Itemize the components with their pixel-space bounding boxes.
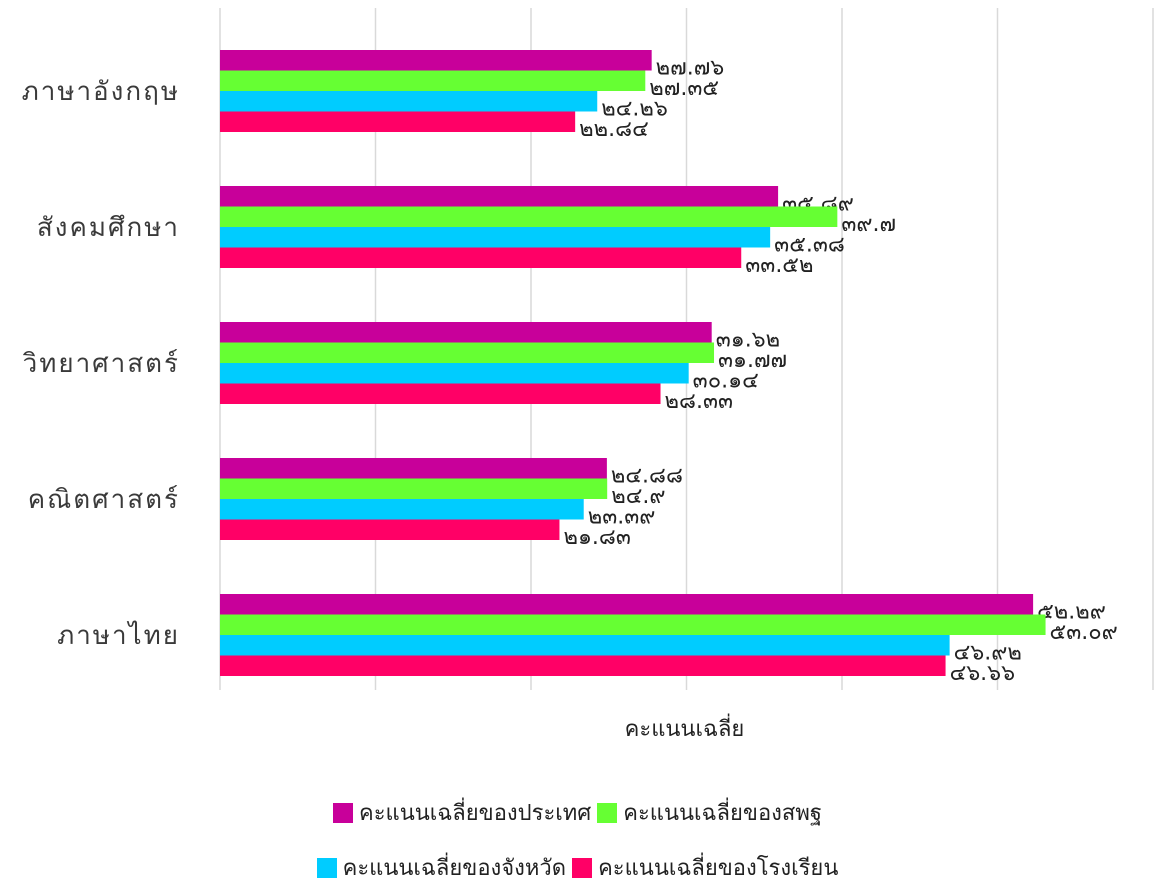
data-label: ๓๑.๗๗ (718, 348, 787, 373)
data-label: ๒๗.๗๖ (656, 56, 725, 81)
legend-row-1: คะแนนเฉลี่ยของประเทศ คะแนนเฉลี่ยของสพฐ (0, 795, 1155, 830)
data-label: ๒๘.๓๓ (665, 389, 734, 414)
bar (220, 383, 661, 404)
bar (220, 635, 950, 656)
legend-swatch-province (316, 857, 337, 878)
category-label: วิทยาศาสตร์ (22, 349, 180, 379)
legend-swatch-obec (597, 802, 618, 823)
bar (220, 322, 712, 343)
data-label: ๒๓.๓๙ (588, 505, 656, 530)
bar (220, 478, 608, 499)
legend-label-province: คะแนนเฉลี่ยของจังหวัด (342, 856, 567, 881)
category-label: ภาษาอังกฤษ (22, 77, 180, 107)
legend-item-school[interactable]: คะแนนเฉลี่ยของโรงเรียน (572, 850, 838, 885)
bar (220, 655, 946, 676)
bar (220, 247, 742, 268)
data-label: ๔๖.๖๖ (950, 661, 1016, 686)
bar (220, 91, 598, 112)
bar (220, 70, 646, 91)
category-label: คณิตศาสตร์ (28, 485, 180, 515)
legend-swatch-country (333, 802, 353, 823)
data-label: ๓๑.๖๒ (716, 328, 780, 353)
bar (220, 519, 560, 540)
legend-label-obec: คะแนนเฉลี่ยของสพฐ (623, 801, 822, 826)
bar (220, 363, 689, 384)
data-label: ๒๔.๘๘ (611, 464, 683, 489)
bar (220, 342, 715, 363)
bar (220, 227, 771, 248)
data-label: ๔๖.๙๒ (954, 641, 1022, 666)
legend-item-country[interactable]: คะแนนเฉลี่ยของประเทศ (333, 795, 591, 830)
legend-row-2: คะแนนเฉลี่ยของจังหวัด คะแนนเฉลี่ยของโรงเ… (0, 850, 1155, 885)
legend-swatch-school (572, 857, 593, 878)
bar (220, 614, 1046, 635)
data-label: ๕๓.๐๙ (1050, 620, 1118, 645)
data-label: ๒๑.๘๓ (563, 525, 630, 550)
bar-chart: ภาษาอังกฤษ ๒๗.๗๖๒๗.๓๕๒๔.๒๖๒๒.๘๔สังคมศึกษา… (22, 8, 1154, 742)
data-label: ๓๙.๗ (841, 212, 896, 237)
bar (220, 458, 607, 479)
data-label: ๒๒.๘๔ (579, 117, 649, 142)
data-label: ๓๐.๑๔ (693, 369, 759, 394)
bar (220, 594, 1034, 615)
x-axis-title: คะแนนเฉลี่ย (625, 713, 745, 742)
data-label: ๓๓.๕๒ (745, 253, 813, 278)
bar (220, 206, 838, 227)
legend-item-province[interactable]: คะแนนเฉลี่ยของจังหวัด (316, 850, 567, 885)
category-label: สังคมศึกษา (37, 213, 180, 243)
bar (220, 111, 576, 132)
bar (220, 499, 584, 520)
bar (220, 186, 779, 207)
category-label: ภาษาไทย (57, 620, 180, 651)
legend-label-country: คะแนนเฉลี่ยของประเทศ (359, 801, 592, 826)
data-label: ๒๔.๒๖ (601, 97, 668, 122)
data-label: ๕๒.๒๙ (1037, 600, 1106, 625)
legend-item-obec[interactable]: คะแนนเฉลี่ยของสพฐ (597, 795, 822, 830)
data-label: ๓๕.๓๘ (774, 233, 845, 258)
data-label: ๒๔.๙ (611, 484, 665, 509)
bar (220, 50, 652, 71)
legend-label-school: คะแนนเฉลี่ยของโรงเรียน (598, 856, 839, 881)
data-label: ๒๗.๓๕ (649, 76, 719, 101)
